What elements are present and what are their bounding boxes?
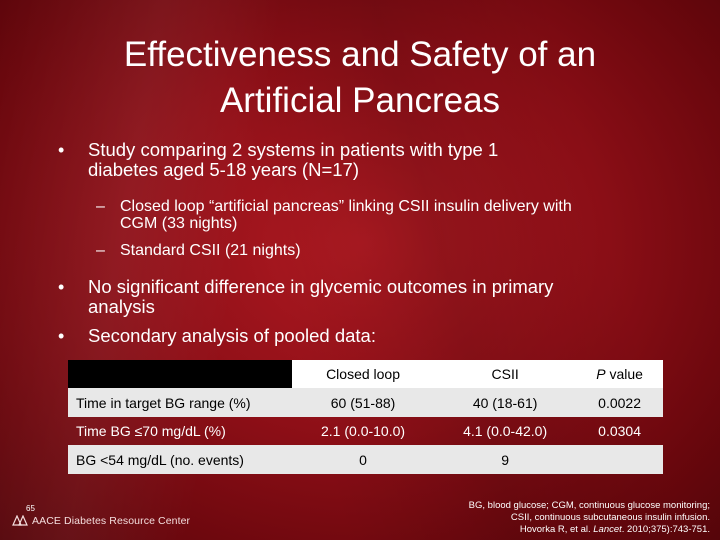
bullet-dot-icon: • [58, 277, 65, 297]
table-header-cell: P value [576, 360, 663, 388]
results-table: Closed loop CSII P value Time in target … [68, 360, 663, 474]
footnote: BG, blood glucose; CGM, continuous gluco… [390, 500, 710, 536]
bullet-dot-icon: • [58, 326, 65, 346]
row-label: BG <54 mg/dL (no. events) [68, 445, 292, 474]
table-row: Time in target BG range (%) 60 (51-88) 4… [68, 388, 663, 417]
aace-logo: AACE Diabetes Resource Center [12, 515, 190, 527]
table-cell: 2.1 (0.0-10.0) [321, 423, 406, 439]
table-cell: 60 (51-88) [292, 388, 435, 417]
bullet-text: No significant difference in glycemic ou… [88, 276, 554, 297]
footnote-line: BG, blood glucose; CGM, continuous gluco… [468, 500, 710, 511]
row-label: Time in target BG range (%) [68, 388, 292, 417]
footnote-citation: Hovorka R, et al. Lancet. 2010;375):743-… [390, 524, 710, 536]
slide-title: Effectiveness and Safety of an Artificia… [40, 32, 680, 124]
title-line-1: Effectiveness and Safety of an [123, 35, 597, 74]
table-row: BG <54 mg/dL (no. events) 0 9 [68, 445, 663, 474]
dash-icon: – [96, 198, 105, 215]
bullet-text: diabetes aged 5-18 years (N=17) [88, 159, 359, 180]
p-value-header: P [596, 366, 606, 382]
bullet-text: analysis [88, 296, 155, 317]
table-header-cell [68, 360, 292, 388]
bullet-no-difference: • No significant difference in glycemic … [58, 277, 678, 317]
logo-text: AACE Diabetes Resource Center [32, 515, 191, 527]
bullet-study: • Study comparing 2 systems in patients … [58, 140, 678, 180]
table-cell: 0.0022 [576, 388, 663, 417]
citation-details: . 2010;375):743-751. [621, 524, 710, 535]
table-cell: 0.0304 [598, 423, 641, 439]
sub-bullet-csii: – Standard CSII (21 nights) [58, 242, 678, 259]
sub-bullet-text: Standard CSII (21 nights) [120, 242, 301, 259]
citation-authors: Hovorka R, et al. [519, 524, 594, 535]
table-cell: 0 [292, 445, 435, 474]
page-number: 65 [26, 504, 35, 513]
bullet-text: Study comparing 2 systems in patients wi… [88, 139, 499, 160]
row-label: Time BG ≤70 mg/dL (%) [76, 423, 226, 439]
table-header-cell: Closed loop [292, 360, 435, 388]
table-cell: 40 (18-61) [434, 388, 577, 417]
footnote-line: CSII, continuous subcutaneous insulin in… [510, 512, 710, 523]
table-cell: 4.1 (0.0-42.0) [463, 423, 548, 439]
table-cell: 9 [434, 445, 577, 474]
bullet-secondary: • Secondary analysis of pooled data: [58, 325, 678, 347]
bullet-text: Secondary analysis of pooled data: [88, 325, 376, 346]
dash-icon: – [96, 242, 105, 259]
table-row: Time BG ≤70 mg/dL (%) 2.1 (0.0-10.0) 4.1… [68, 417, 663, 445]
table-header-row: Closed loop CSII P value [68, 360, 663, 388]
sub-bullet-closed-loop: – Closed loop “artificial pancreas” link… [58, 198, 678, 232]
table-header-cell: CSII [434, 360, 577, 388]
aace-logo-icon [12, 515, 28, 526]
bullet-dot-icon: • [58, 140, 65, 160]
title-line-2: Artificial Pancreas [219, 81, 501, 120]
sub-bullet-text: Closed loop “artificial pancreas” linkin… [120, 198, 572, 215]
citation-journal: Lancet [593, 524, 622, 535]
bullet-list: • Study comparing 2 systems in patients … [58, 140, 678, 347]
sub-bullet-text: CGM (33 nights) [120, 215, 238, 232]
table-cell [576, 445, 663, 474]
